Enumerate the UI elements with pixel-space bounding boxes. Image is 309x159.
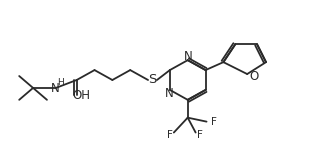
Text: F: F	[197, 130, 202, 139]
Text: S: S	[148, 73, 156, 86]
Text: H: H	[57, 79, 64, 87]
Text: N: N	[164, 87, 173, 100]
Text: O: O	[249, 69, 259, 83]
Text: OH: OH	[73, 89, 91, 102]
Text: N: N	[50, 82, 59, 95]
Text: N: N	[184, 50, 193, 63]
Text: F: F	[210, 117, 216, 127]
Text: F: F	[167, 130, 173, 139]
